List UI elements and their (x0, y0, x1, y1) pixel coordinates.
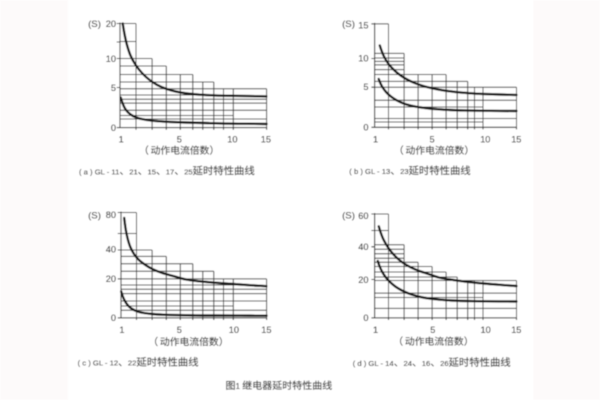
svg-text:(S): (S) (88, 19, 101, 30)
svg-text:80: 80 (106, 210, 116, 220)
svg-text:26: 26 (440, 359, 449, 368)
svg-text:( c ) GL - 12: ( c ) GL - 12 (78, 359, 118, 368)
svg-text:17: 17 (166, 167, 175, 176)
svg-text:15: 15 (511, 134, 521, 144)
svg-text:15: 15 (261, 325, 271, 335)
svg-text:( a ) GL - 11: ( a ) GL - 11 (79, 167, 119, 176)
svg-text:1: 1 (119, 325, 124, 335)
svg-text:(S): (S) (88, 211, 101, 222)
svg-text:10: 10 (227, 134, 237, 144)
svg-text:(S): (S) (342, 19, 355, 30)
svg-text:( d ) GL - 14: ( d ) GL - 14 (353, 359, 395, 368)
svg-text:0: 0 (111, 313, 116, 323)
svg-text:15: 15 (148, 167, 157, 176)
svg-text:5: 5 (430, 325, 435, 335)
svg-text:( b ) GL - 13: ( b ) GL - 13 (349, 167, 390, 176)
svg-text:10: 10 (481, 325, 491, 335)
svg-text:10: 10 (106, 54, 116, 64)
svg-text:5: 5 (363, 82, 368, 92)
svg-text:20: 20 (358, 275, 368, 285)
svg-text:40: 40 (358, 242, 368, 252)
svg-text:0: 0 (111, 123, 116, 133)
svg-text:22: 22 (128, 359, 136, 368)
svg-text:10: 10 (358, 54, 368, 64)
svg-text:20: 20 (106, 19, 116, 29)
svg-text:10: 10 (229, 325, 239, 335)
svg-text:15: 15 (261, 134, 271, 144)
svg-text:5: 5 (177, 134, 182, 144)
svg-text:1: 1 (373, 325, 378, 335)
svg-text:(S): (S) (342, 211, 355, 222)
svg-text:5: 5 (111, 83, 116, 93)
svg-text:15: 15 (511, 325, 521, 335)
svg-text:5: 5 (177, 325, 182, 335)
svg-text:21: 21 (129, 167, 138, 176)
svg-text:1: 1 (119, 134, 124, 144)
svg-text:0: 0 (363, 313, 368, 323)
svg-text:1: 1 (373, 134, 378, 144)
svg-text:23: 23 (400, 167, 409, 176)
svg-text:25: 25 (184, 167, 193, 176)
svg-text:15: 15 (358, 20, 368, 30)
svg-text:24: 24 (404, 359, 413, 368)
svg-text:20: 20 (106, 274, 116, 284)
svg-text:40: 40 (106, 244, 116, 254)
svg-text:60: 60 (358, 211, 368, 221)
svg-text:0: 0 (363, 123, 368, 133)
svg-text:5: 5 (430, 134, 435, 144)
svg-text:16: 16 (422, 359, 431, 368)
svg-text:1: 1 (236, 382, 241, 391)
svg-text:10: 10 (480, 134, 490, 144)
